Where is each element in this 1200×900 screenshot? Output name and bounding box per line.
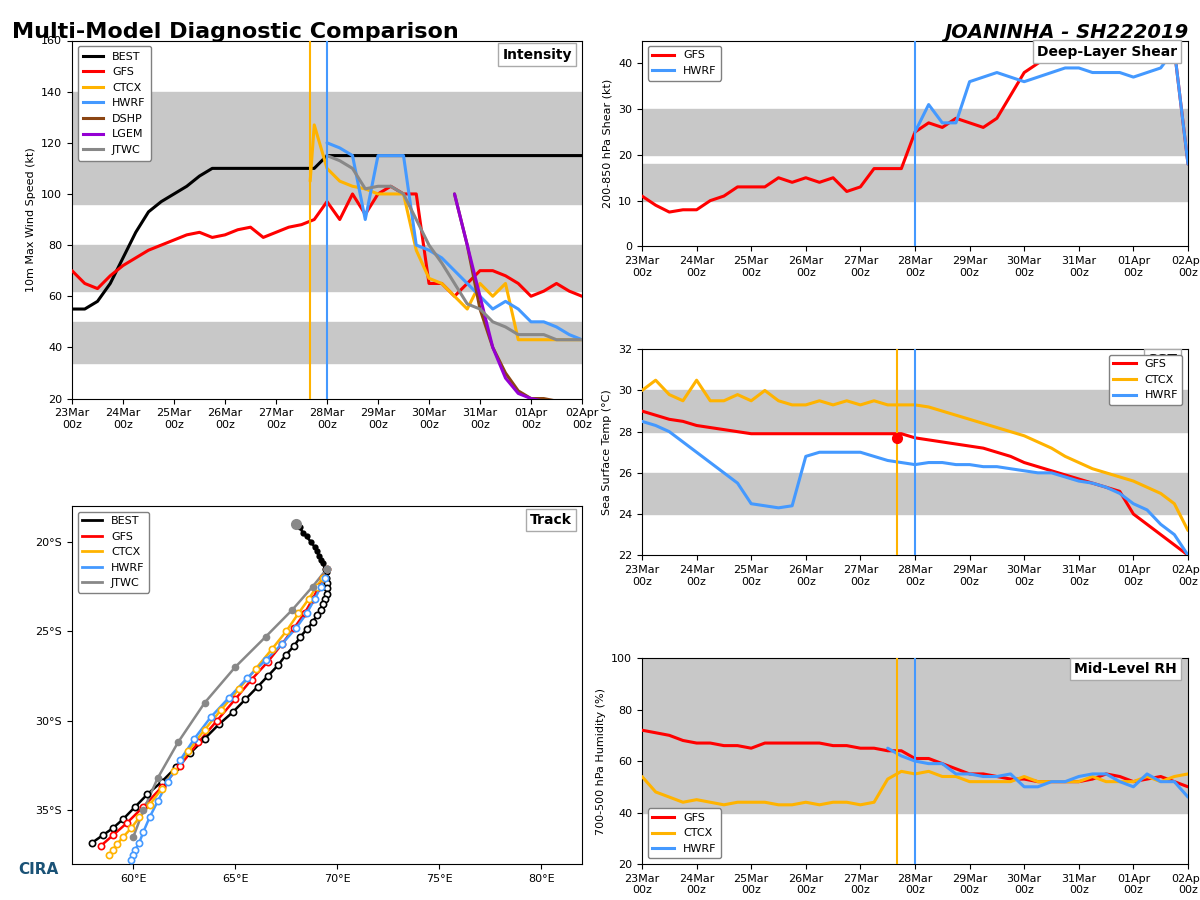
Bar <box>642 658 1188 761</box>
Text: Mid-Level RH: Mid-Level RH <box>1074 662 1177 676</box>
Legend: BEST, GFS, CTCX, HWRF, DSHP, LGEM, JTWC: BEST, GFS, CTCX, HWRF, DSHP, LGEM, JTWC <box>78 46 151 160</box>
Legend: GFS, HWRF: GFS, HWRF <box>648 46 721 80</box>
Text: Track: Track <box>530 513 571 527</box>
Bar <box>642 109 1188 155</box>
Legend: GFS, CTCX, HWRF: GFS, CTCX, HWRF <box>1109 355 1182 405</box>
Y-axis label: Sea Surface Temp (°C): Sea Surface Temp (°C) <box>602 390 612 515</box>
Bar <box>642 164 1188 201</box>
Y-axis label: 10m Max Wind Speed (kt): 10m Max Wind Speed (kt) <box>25 147 36 292</box>
Y-axis label: 200-850 hPa Shear (kt): 200-850 hPa Shear (kt) <box>602 79 612 208</box>
Bar <box>642 761 1188 813</box>
Legend: GFS, CTCX, HWRF: GFS, CTCX, HWRF <box>648 808 721 859</box>
Text: SST: SST <box>1148 354 1177 367</box>
Bar <box>642 472 1188 514</box>
Legend: BEST, GFS, CTCX, HWRF, JTWC: BEST, GFS, CTCX, HWRF, JTWC <box>78 511 149 592</box>
Y-axis label: 700-500 hPa Humidity (%): 700-500 hPa Humidity (%) <box>595 688 606 834</box>
Bar <box>72 322 582 363</box>
Bar <box>642 391 1188 432</box>
Text: Deep-Layer Shear: Deep-Layer Shear <box>1037 45 1177 58</box>
Text: Multi-Model Diagnostic Comparison: Multi-Model Diagnostic Comparison <box>12 22 458 42</box>
Text: JOANINHA - SH222019: JOANINHA - SH222019 <box>943 22 1188 41</box>
Text: CIRA: CIRA <box>18 862 59 878</box>
Text: Intensity: Intensity <box>503 48 571 62</box>
Bar <box>72 245 582 291</box>
Bar <box>72 92 582 204</box>
